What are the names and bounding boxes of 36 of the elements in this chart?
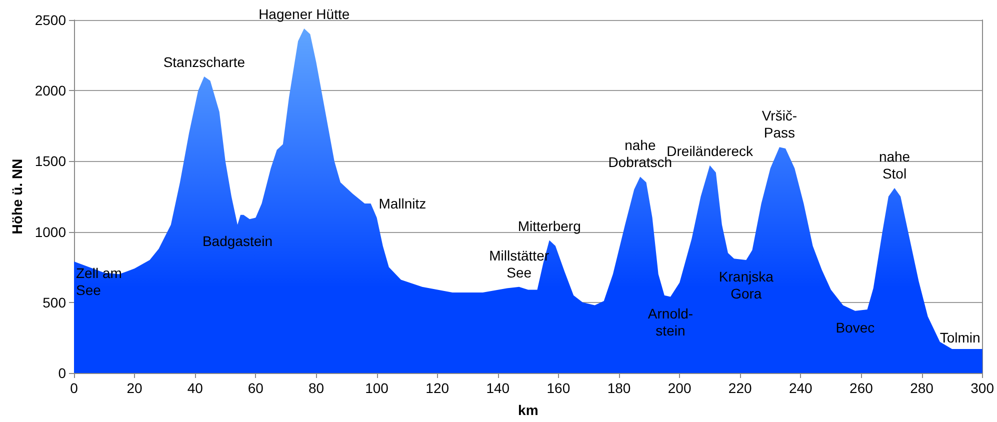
- y-tick-label: 0: [58, 365, 66, 381]
- x-tick-label: 260: [850, 380, 874, 396]
- x-axis-title: km: [518, 402, 538, 418]
- y-tick-label: 2000: [34, 82, 66, 99]
- y-tick-label: 1500: [34, 153, 66, 170]
- x-tick-label: 40: [187, 380, 204, 396]
- annotation: Stanzscharte: [163, 54, 246, 70]
- x-tick-label: 140: [486, 380, 510, 396]
- annotation: Kranjska Gora: [718, 268, 774, 302]
- x-tick-label: 300: [970, 380, 994, 396]
- x-tick-label: 160: [546, 380, 570, 396]
- x-tick-label: 220: [728, 380, 752, 396]
- annotation: nahe Stol: [878, 148, 910, 182]
- x-tick-label: 200: [668, 380, 692, 396]
- annotation: Hagener Hütte: [258, 6, 350, 22]
- annotation: Arnold- stein: [648, 305, 694, 338]
- x-tick-label: 240: [788, 380, 813, 396]
- x-tick-label: 80: [308, 380, 324, 396]
- x-tick-label: 280: [910, 380, 934, 396]
- annotation: Tolmin: [940, 329, 980, 346]
- x-tick-label: 100: [365, 380, 389, 396]
- x-tick-label: 120: [426, 380, 450, 396]
- y-tick-label: 2500: [34, 12, 66, 28]
- annotation: Vršič- Pass: [762, 108, 798, 141]
- x-tick-label: 20: [126, 380, 143, 396]
- annotation: Mallnitz: [378, 196, 426, 212]
- annotation: Bovec: [836, 319, 875, 336]
- x-tick-label: 0: [70, 380, 78, 396]
- annotation: Mitterberg: [518, 218, 581, 234]
- y-tick-label: 500: [42, 294, 66, 310]
- y-axis-title: Höhe ü. NN: [8, 158, 25, 234]
- x-tick-label: 180: [607, 380, 631, 396]
- x-tick-label: 60: [248, 380, 264, 396]
- annotation: Badgastein: [202, 233, 273, 250]
- y-tick-label: 1000: [34, 224, 66, 240]
- annotation: Dreiländereck: [666, 142, 754, 159]
